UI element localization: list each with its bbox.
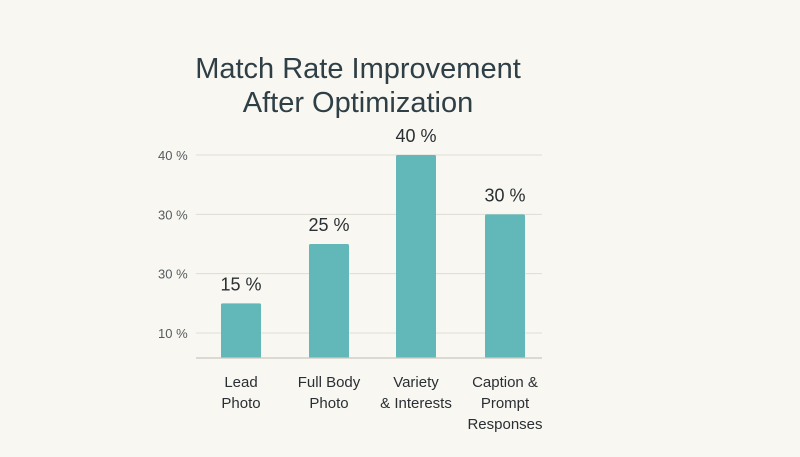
category-label-line: Full Body [298, 374, 361, 391]
y-tick-label: 40 % [158, 148, 188, 163]
bar [309, 244, 349, 358]
grid-lines [196, 154, 542, 334]
bars [221, 155, 525, 358]
y-tick-label: 30 % [158, 207, 188, 222]
bar-value-labels: 15 % 25 % 40 % 30 % [220, 126, 525, 294]
category-label-line: Caption & [472, 374, 538, 391]
bar [221, 303, 261, 358]
chart-title-line-2: After Optimization [243, 87, 473, 119]
bar [485, 214, 525, 358]
y-tick-label: 10 % [158, 326, 188, 341]
category-label-line: Photo [221, 395, 260, 412]
category-label: Variety & Interests [380, 374, 452, 412]
category-label-line: & Interests [380, 395, 452, 412]
category-label-line: Responses [467, 416, 542, 433]
category-label-line: Prompt [481, 395, 530, 412]
y-tick-label: 30 % [158, 267, 188, 282]
category-label-line: Photo [309, 395, 348, 412]
y-axis-tick-labels: 10 % 30 % 30 % 40 % [158, 148, 188, 341]
bar-value-label: 30 % [484, 185, 525, 205]
bar-value-label: 25 % [308, 215, 349, 235]
bar-value-label: 40 % [395, 126, 436, 146]
category-label-line: Variety [393, 374, 439, 391]
chart-title-line-1: Match Rate Improvement [195, 53, 521, 85]
category-label: Full Body Photo [298, 374, 361, 412]
bar [396, 155, 436, 358]
category-label: Lead Photo [221, 374, 260, 412]
category-label-line: Lead [224, 374, 257, 391]
category-labels: Lead Photo Full Body Photo Variety & Interest… [221, 374, 542, 433]
category-label: Caption & Prompt Responses [467, 374, 542, 433]
bar-value-label: 15 % [220, 274, 261, 294]
